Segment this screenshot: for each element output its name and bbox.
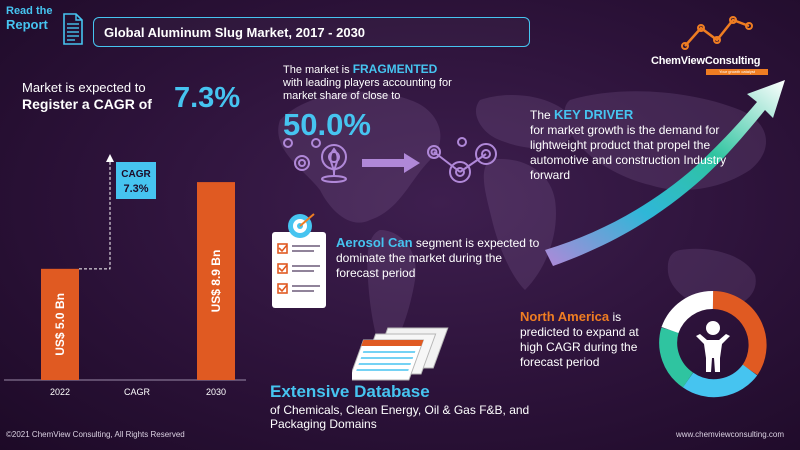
world-map-background <box>278 91 767 360</box>
logo-tagline: Your growth catalyst <box>706 69 768 75</box>
fragmented-prefix: The market is <box>283 64 353 76</box>
database-subtitle: of Chemicals, Clean Energy, Oil & Gas F&… <box>270 403 530 431</box>
read-the-report-link[interactable]: Read the Report <box>6 4 62 32</box>
cagr-line2: Register a CAGR of <box>22 96 152 112</box>
cagr-connector <box>79 160 111 270</box>
aerosol-text: Aerosol Can segment is expected to domin… <box>336 235 546 281</box>
key-driver-text: The KEY DRIVER for market growth is the … <box>530 107 740 183</box>
page-title: Global Aluminum Slug Market, 2017 - 2030 <box>104 25 366 40</box>
cagr-value: 7.3% <box>174 82 241 114</box>
database-title: Extensive Database <box>270 382 430 401</box>
bar-chart: US$ 5.0 Bn 2022 CAGR US$ 8.9 Bn 2030 CAGR 7.3% <box>4 154 246 397</box>
location-pin-icon <box>283 138 347 183</box>
website-link[interactable]: www.chemviewconsulting.com <box>676 430 785 439</box>
person-icon <box>696 321 730 372</box>
logo-wordmark: ChemViewConsulting <box>651 55 761 67</box>
fragmented-highlight: FRAGMENTED <box>352 62 438 76</box>
copyright-text: ©2021 ChemView Consulting, All Rights Re… <box>6 430 185 439</box>
tick-label-CAGR: CAGR <box>124 387 151 397</box>
region-highlight: North America <box>520 309 610 324</box>
aerosol-rest: segment is expected to dominate the mark… <box>336 236 540 280</box>
location-pin-icon <box>427 137 497 183</box>
driver-rest: for market growth is the demand for ligh… <box>530 123 727 182</box>
bar-label-2030: US$ 8.9 Bn <box>209 250 223 313</box>
title-box: Global Aluminum Slug Market, 2017 - 2030 <box>93 17 530 47</box>
cagr-arrowhead <box>106 154 114 162</box>
region-donut-graphic <box>659 290 767 398</box>
aerosol-highlight: Aerosol Can <box>336 235 413 250</box>
document-icon[interactable] <box>62 12 84 46</box>
growth-line-icon <box>681 16 753 50</box>
tick-label-2030: 2030 <box>206 387 226 397</box>
region-rest: is predicted to expand at high CAGR duri… <box>520 310 639 369</box>
growth-arrow-icon <box>545 80 785 266</box>
read-the-label: Read the <box>6 5 53 17</box>
bar-label-2022: US$ 5.0 Bn <box>53 293 67 356</box>
driver-highlight: KEY DRIVER <box>554 107 634 122</box>
bar-2030 <box>197 182 235 380</box>
right-arrow-icon <box>362 153 420 173</box>
fragmented-share-value: 50.0% <box>283 107 371 142</box>
report-label: Report <box>6 17 48 32</box>
region-text: North America is predicted to expand at … <box>520 309 660 370</box>
checklist-icon <box>272 213 326 308</box>
cagr-callout-label: CAGR <box>121 169 151 180</box>
tick-label-2022: 2022 <box>50 387 70 397</box>
documents-stack-icon <box>352 327 449 381</box>
fragmented-text: The market is FRAGMENTED with leading pl… <box>283 63 473 103</box>
driver-prefix: The <box>530 108 555 122</box>
cagr-callout-value: 7.3% <box>123 183 148 195</box>
bar-2022 <box>41 268 79 380</box>
fragmented-rest: with leading players accounting for mark… <box>283 77 452 102</box>
cagr-line1: Market is expected to <box>22 80 146 95</box>
cagr-callout-box <box>116 162 156 199</box>
cagr-lead-text: Market is expected to Register a CAGR of <box>22 80 152 113</box>
